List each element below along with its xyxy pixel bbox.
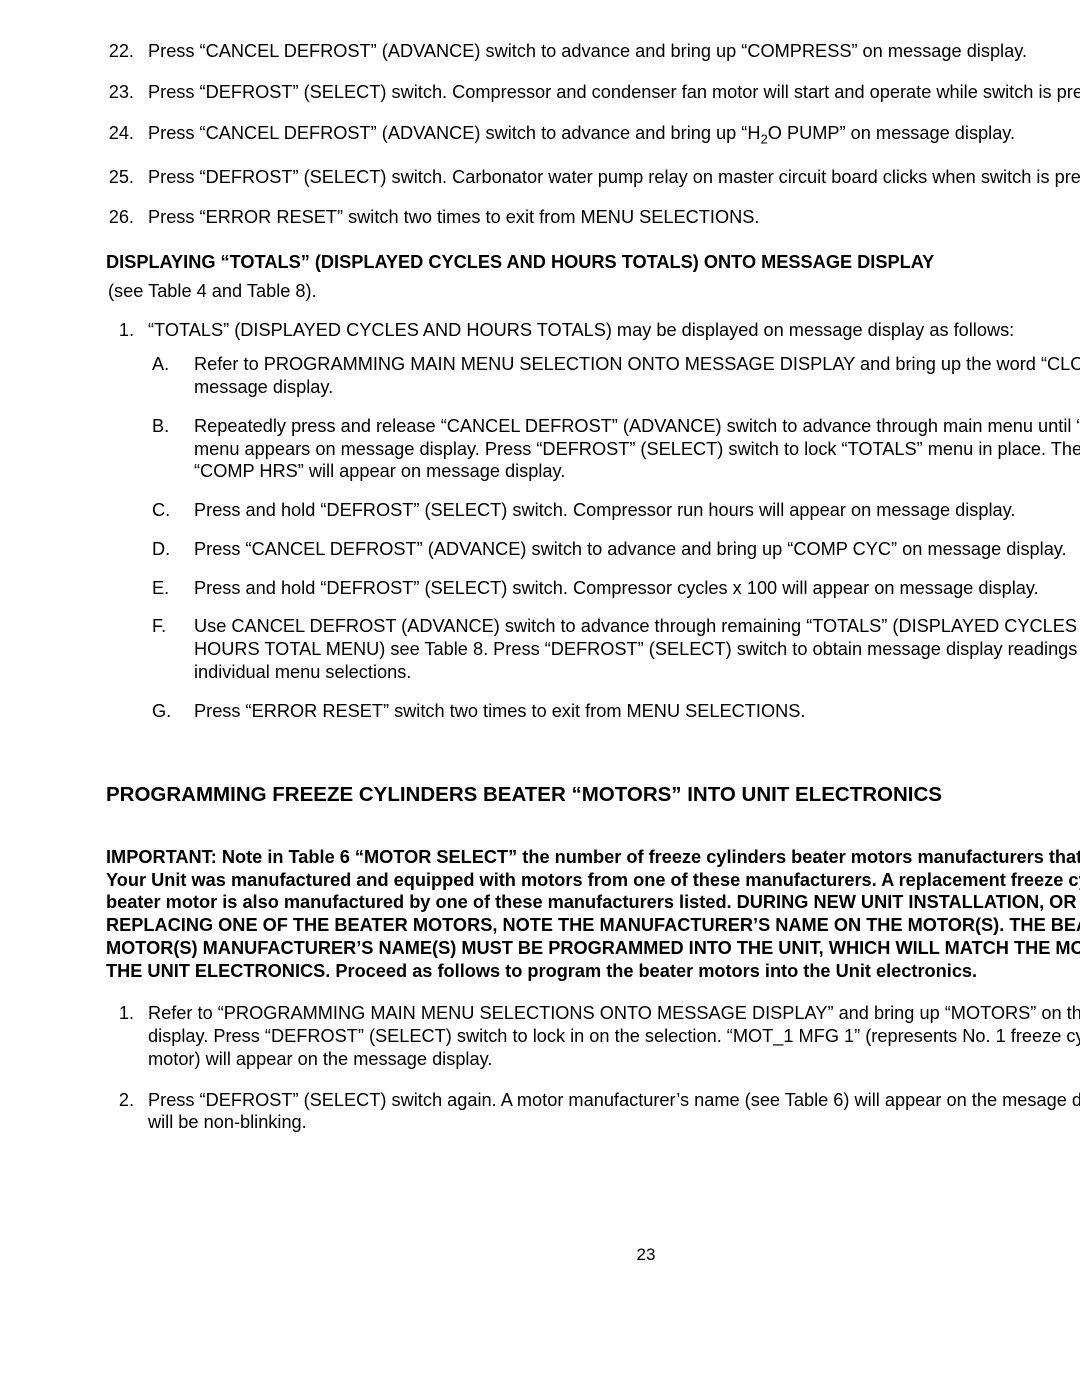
see-reference: (see Table 4 and Table 8). [108, 280, 1080, 303]
item-body: Press and hold “DEFROST” (SELECT) switch… [194, 499, 1080, 522]
main-section-heading: PROGRAMMING FREEZE CYLINDERS BEATER “MOT… [106, 782, 1080, 808]
item-body: Use CANCEL DEFROST (ADVANCE) switch to a… [194, 615, 1080, 683]
alpha-item: C.Press and hold “DEFROST” (SELECT) swit… [148, 499, 1080, 522]
item-body: “TOTALS” (DISPLAYED CYCLES AND HOURS TOT… [148, 319, 1080, 739]
item-body: Repeatedly press and release “CANCEL DEF… [194, 415, 1080, 483]
list-item: 26.Press “ERROR RESET” switch two times … [106, 206, 1080, 229]
item-letter: F. [148, 615, 194, 683]
numbered-list-totals: 1. “TOTALS” (DISPLAYED CYCLES AND HOURS … [106, 319, 1080, 739]
list-item: 22.Press “CANCEL DEFROST” (ADVANCE) swit… [106, 40, 1080, 63]
alpha-item: D.Press “CANCEL DEFROST” (ADVANCE) switc… [148, 538, 1080, 561]
item-letter: C. [148, 499, 194, 522]
item-number: 22. [106, 40, 148, 63]
item-body: Press “DEFROST” (SELECT) switch. Compres… [148, 81, 1080, 104]
list-item: 1.Refer to “PROGRAMMING MAIN MENU SELECT… [106, 1002, 1080, 1070]
list-item: 25.Press “DEFROST” (SELECT) switch. Carb… [106, 166, 1080, 189]
list-item: 1. “TOTALS” (DISPLAYED CYCLES AND HOURS … [106, 319, 1080, 739]
page-number: 23 [466, 1244, 826, 1266]
list-item: 24.Press “CANCEL DEFROST” (ADVANCE) swit… [106, 122, 1080, 148]
item-body: Press “ERROR RESET” switch two times to … [148, 206, 1080, 229]
item-number: 1. [106, 1002, 148, 1070]
item-number: 2. [106, 1089, 148, 1135]
item-body: Press “ERROR RESET” switch two times to … [194, 700, 1080, 723]
item-body: Refer to PROGRAMMING MAIN MENU SELECTION… [194, 353, 1080, 399]
item-body: Press “CANCEL DEFROST” (ADVANCE) switch … [194, 538, 1080, 561]
item-letter: B. [148, 415, 194, 483]
page-footer: 23 312028000 [106, 1244, 1080, 1266]
item-body: Refer to “PROGRAMMING MAIN MENU SELECTIO… [148, 1002, 1080, 1070]
list-item: 23.Press “DEFROST” (SELECT) switch. Comp… [106, 81, 1080, 104]
alpha-item: F.Use CANCEL DEFROST (ADVANCE) switch to… [148, 615, 1080, 683]
item-number: 23. [106, 81, 148, 104]
item-letter: D. [148, 538, 194, 561]
item-body: Press “DEFROST” (SELECT) switch. Carbona… [148, 166, 1080, 189]
item-body: Press “DEFROST” (SELECT) switch again. A… [148, 1089, 1080, 1135]
important-paragraph: IMPORTANT: Note in Table 6 “MOTOR SELECT… [106, 846, 1080, 983]
numbered-list-lower: 1.Refer to “PROGRAMMING MAIN MENU SELECT… [106, 1002, 1080, 1134]
alpha-item: A.Refer to PROGRAMMING MAIN MENU SELECTI… [148, 353, 1080, 399]
item-number: 25. [106, 166, 148, 189]
numbered-list-upper: 22.Press “CANCEL DEFROST” (ADVANCE) swit… [106, 40, 1080, 229]
item-letter: E. [148, 577, 194, 600]
alpha-item: G.Press “ERROR RESET” switch two times t… [148, 700, 1080, 723]
alpha-item: E.Press and hold “DEFROST” (SELECT) swit… [148, 577, 1080, 600]
subsection-heading: DISPLAYING “TOTALS” (DISPLAYED CYCLES AN… [106, 251, 1080, 274]
item-number: 26. [106, 206, 148, 229]
item-body: Press “CANCEL DEFROST” (ADVANCE) switch … [148, 40, 1080, 63]
item-body: Press and hold “DEFROST” (SELECT) switch… [194, 577, 1080, 600]
alpha-item: B.Repeatedly press and release “CANCEL D… [148, 415, 1080, 483]
item-letter: G. [148, 700, 194, 723]
item-letter: A. [148, 353, 194, 399]
list-item: 2.Press “DEFROST” (SELECT) switch again.… [106, 1089, 1080, 1135]
item-intro: “TOTALS” (DISPLAYED CYCLES AND HOURS TOT… [148, 320, 1014, 340]
item-number: 1. [106, 319, 148, 739]
item-number: 24. [106, 122, 148, 148]
alpha-list: A.Refer to PROGRAMMING MAIN MENU SELECTI… [148, 353, 1080, 722]
item-body: Press “CANCEL DEFROST” (ADVANCE) switch … [148, 122, 1080, 148]
